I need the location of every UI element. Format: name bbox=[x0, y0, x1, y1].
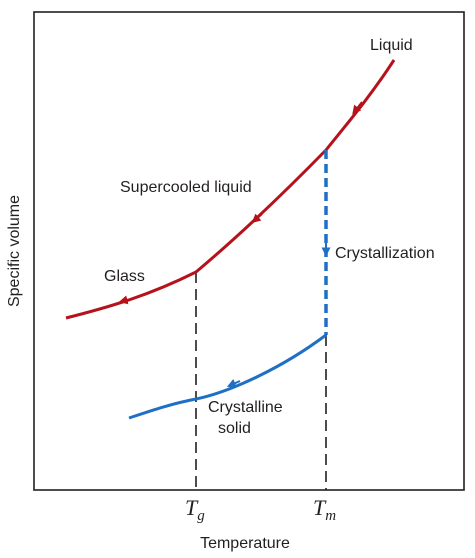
crystalline-label-line2: solid bbox=[218, 420, 251, 437]
glass-label: Glass bbox=[104, 268, 145, 285]
crystalline-arrow bbox=[226, 379, 241, 388]
supercooled-liquid-curve bbox=[195, 148, 328, 274]
glass-arrow bbox=[118, 295, 132, 305]
liquid-arrow bbox=[352, 101, 363, 115]
liquid-label: Liquid bbox=[370, 37, 413, 54]
tick-label-tg: Tg bbox=[185, 495, 205, 524]
crystalline-solid-curve bbox=[128, 333, 327, 420]
y-axis-title: Specific volume bbox=[6, 195, 23, 307]
supercooled-arrow bbox=[251, 213, 263, 223]
crystallization-label: Crystallization bbox=[335, 245, 435, 262]
crystalline-label-line1: Crystalline bbox=[208, 399, 283, 416]
x-axis-title: Temperature bbox=[200, 535, 290, 552]
supercooled-liquid-label: Supercooled liquid bbox=[120, 179, 252, 196]
plot-frame bbox=[33, 11, 465, 491]
tick-label-tm: Tm bbox=[313, 495, 336, 524]
